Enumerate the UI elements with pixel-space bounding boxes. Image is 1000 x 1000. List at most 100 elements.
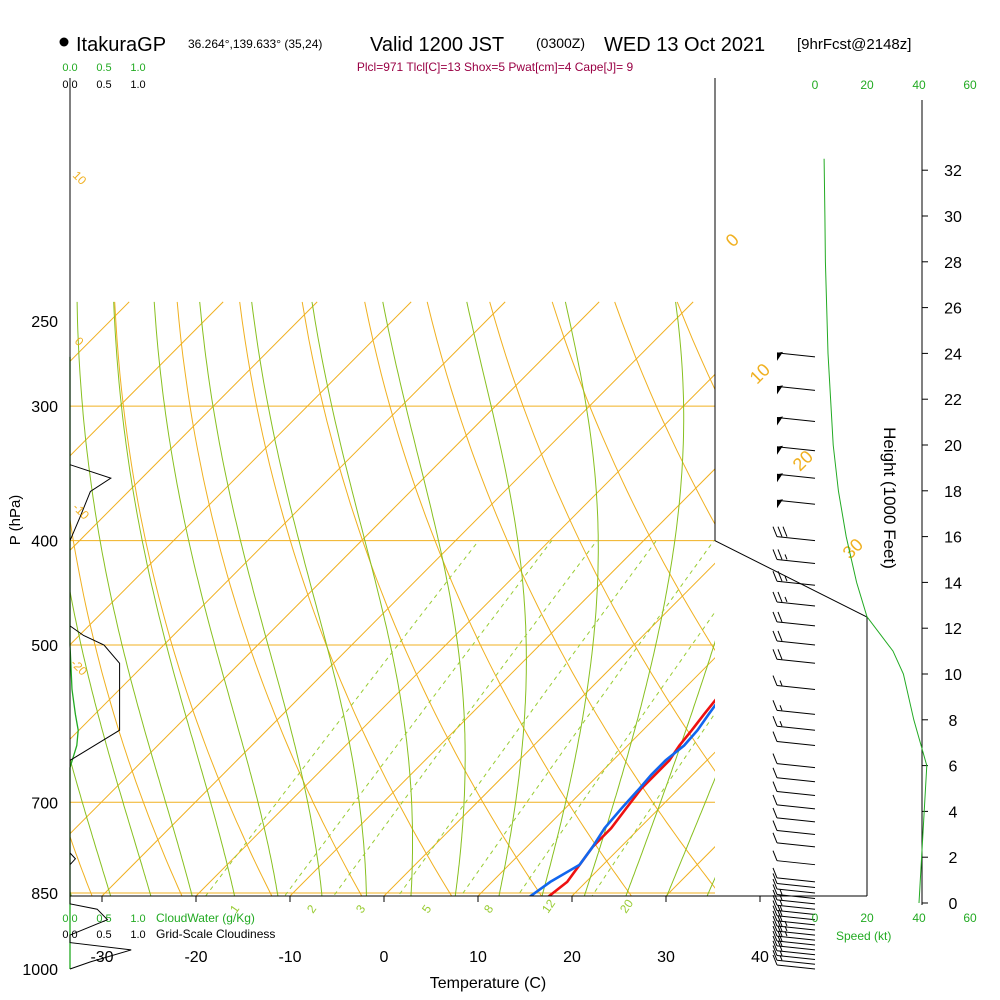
diagram-boundary xyxy=(714,78,868,896)
pressure-tick-label: 850 xyxy=(31,886,58,903)
height-tick-label: 30 xyxy=(944,209,962,226)
wind-barb xyxy=(772,895,816,910)
cloudwater-scale-label: 0.5 xyxy=(96,913,111,925)
wind-barb xyxy=(772,649,816,664)
pressure-tick-label: 250 xyxy=(31,314,58,331)
moist-adiabat-line xyxy=(199,301,323,896)
forecast-info: [9hrFcst@2148z] xyxy=(797,36,911,53)
moist-adiabat-line xyxy=(251,301,367,896)
wind-barb xyxy=(772,915,816,931)
wind-barb xyxy=(772,571,816,586)
isotherm-line xyxy=(70,301,600,835)
speed-tick-label: 60 xyxy=(963,78,977,92)
dry-adiabat-line xyxy=(70,835,93,896)
cloudwater-scale-label: 1.0 xyxy=(130,913,145,925)
temperature-tick-label: 10 xyxy=(469,949,487,966)
dry-adiabat-line xyxy=(990,302,1000,992)
isotherm-line xyxy=(70,301,412,646)
dry-adiabat-line xyxy=(426,301,715,889)
dry-adiabat-line xyxy=(865,302,1000,992)
wind-barbs-panel xyxy=(772,351,816,970)
valid-time: Valid 1200 JST xyxy=(370,34,504,56)
mixing-ratio-line xyxy=(591,712,715,896)
wind-barb xyxy=(772,900,816,916)
adiabat-label: -10 xyxy=(70,500,92,522)
dry-adiabat-line xyxy=(927,302,1000,992)
mixing-ratio-label: 2 xyxy=(304,902,319,916)
dewpoint-profile xyxy=(528,703,715,896)
temperature-tick-label: 0 xyxy=(380,949,389,966)
speed-height-profile xyxy=(823,158,928,904)
speed-tick-label: 20 xyxy=(860,911,874,925)
temperature-tick-label: -30 xyxy=(90,949,113,966)
stability-indices: Plcl=971 Tlcl[C]=13 Shox=5 Pwat[cm]=4 Ca… xyxy=(357,60,634,74)
wind-barb xyxy=(772,591,816,607)
wind-barb xyxy=(772,700,816,715)
dry-adiabat-line xyxy=(114,301,273,896)
height-tick-label: 2 xyxy=(949,850,958,867)
moist-adiabat-line xyxy=(311,301,413,896)
mixing-ratio-line xyxy=(284,540,553,896)
mixing-ratio-label: 5 xyxy=(419,902,434,916)
cloudiness-scale-label: 1.0 xyxy=(130,929,145,941)
wind-barb xyxy=(772,850,816,866)
moist-adiabat-line xyxy=(625,640,715,896)
moist-adiabat-line xyxy=(113,301,236,896)
isotherm-line xyxy=(383,562,715,896)
height-tick-label: 28 xyxy=(944,255,962,272)
height-tick-label: 22 xyxy=(944,392,962,409)
x-axis-title: Temperature (C) xyxy=(430,975,546,992)
wind-barb xyxy=(772,731,816,747)
wind-barb xyxy=(772,716,816,731)
wind-barb xyxy=(772,820,816,836)
wind-barb xyxy=(772,920,816,936)
wind-barb xyxy=(776,416,816,426)
wind-barb xyxy=(772,889,816,905)
moist-adiabat-line xyxy=(382,301,466,896)
cloudiness-scale-label: 0.5 xyxy=(96,79,111,91)
wind-barb xyxy=(776,445,816,455)
temperature-profile-surface-point xyxy=(484,965,492,973)
lcl-marker: 1 xyxy=(443,948,450,962)
adiabat-label: 10 xyxy=(70,168,90,188)
isotherm-line xyxy=(289,468,715,896)
pressure-tick-label: 400 xyxy=(31,534,58,551)
temperature-profile xyxy=(547,698,715,896)
wind-barb xyxy=(772,630,816,646)
wind-barb xyxy=(776,473,816,483)
height-axis-title: Height (1000 Feet) xyxy=(880,427,899,569)
wind-barb xyxy=(776,499,816,509)
background-lines xyxy=(0,301,1000,992)
wind-barb xyxy=(772,878,816,894)
station-marker-icon xyxy=(59,37,69,47)
pressure-tick-label: 1000 xyxy=(22,962,58,979)
moist-adiabat-line xyxy=(583,301,685,896)
wind-barb xyxy=(772,675,816,691)
moist-adiabat-line xyxy=(666,777,715,896)
pressure-tick-label: 300 xyxy=(31,399,58,416)
mixing-ratio-label: 20 xyxy=(617,896,636,915)
wind-barb xyxy=(776,385,816,395)
speed-tick-label: 60 xyxy=(963,911,977,925)
temperature-tick-label: 20 xyxy=(563,949,581,966)
cloudiness-scale-label: 0.5 xyxy=(96,929,111,941)
isotherm-line xyxy=(0,302,35,992)
isotherm-line xyxy=(70,301,224,457)
wind-barb xyxy=(772,767,816,783)
isotherm-label: 10 xyxy=(746,360,774,388)
moist-adiabat-line xyxy=(706,876,715,896)
temperature-tick-label: -10 xyxy=(278,949,301,966)
cloudwater-scale-label: 1.0 xyxy=(130,62,145,74)
height-tick-label: 26 xyxy=(944,301,962,318)
cloudwater-scale-label: 0.0 xyxy=(62,62,77,74)
height-axis-panel: 0246810121416182022242628303200202040406… xyxy=(812,78,977,925)
wind-barb xyxy=(772,884,816,899)
dewpoint-profile-surface-point xyxy=(453,965,461,973)
pressure-tick-label: 700 xyxy=(31,795,58,812)
isotherm-label: 30 xyxy=(839,535,867,563)
isotherm-line xyxy=(70,301,506,740)
zulu-time: (0300Z) xyxy=(536,35,585,51)
wind-barb xyxy=(772,794,816,810)
